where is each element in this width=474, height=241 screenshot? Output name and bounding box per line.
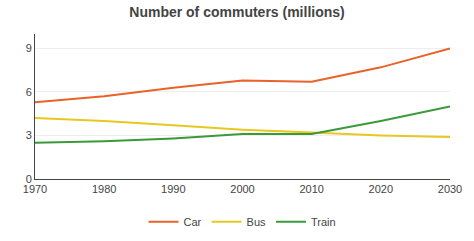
svg-text:2000: 2000: [230, 183, 254, 195]
svg-text:6: 6: [26, 86, 32, 98]
svg-text:2010: 2010: [299, 183, 323, 195]
svg-text:Car: Car: [184, 216, 202, 228]
svg-text:1980: 1980: [92, 183, 116, 195]
svg-text:Bus: Bus: [247, 216, 266, 228]
svg-text:2020: 2020: [369, 183, 393, 195]
svg-text:Number of commuters (millions): Number of commuters (millions): [129, 4, 344, 20]
svg-text:9: 9: [26, 42, 32, 54]
svg-text:0: 0: [26, 173, 32, 185]
svg-text:1990: 1990: [161, 183, 185, 195]
svg-text:2030: 2030: [438, 183, 462, 195]
svg-text:3: 3: [26, 129, 32, 141]
svg-text:Train: Train: [311, 216, 336, 228]
svg-text:1970: 1970: [23, 183, 47, 195]
